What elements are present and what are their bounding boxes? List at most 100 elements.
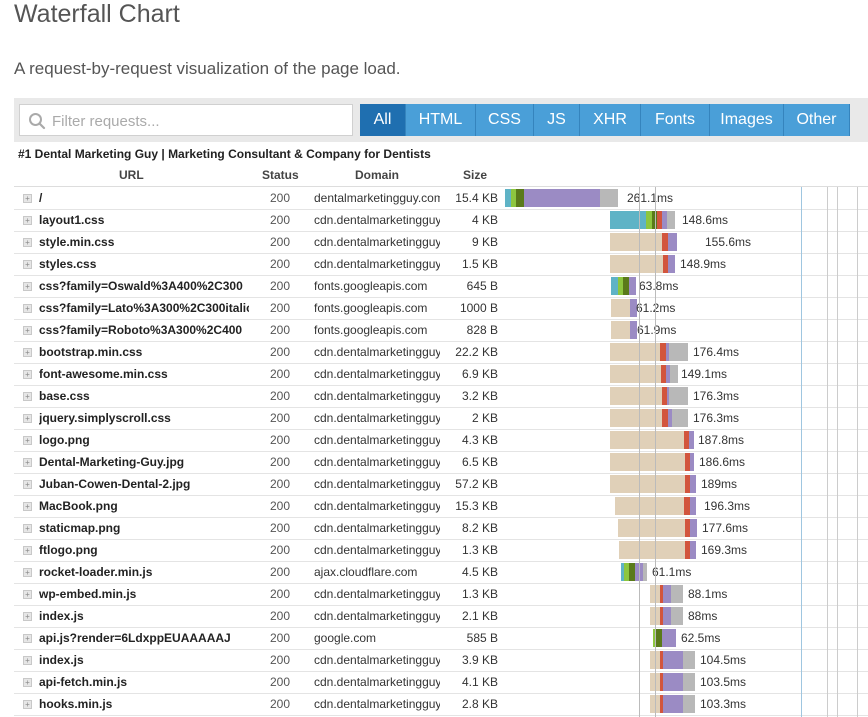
request-row[interactable]: + styles.css 200 cdn.dentalmarketingguy.com… — [14, 253, 868, 276]
request-row[interactable]: + rocket-loader.min.js 200 ajax.cloudflare.… — [14, 561, 868, 584]
tab-css[interactable]: CSS — [476, 104, 534, 136]
request-domain: cdn.dentalmarketingguy.com — [314, 653, 440, 667]
expand-icon[interactable]: + — [23, 458, 32, 467]
request-duration: 187.8ms — [698, 433, 745, 447]
tab-all[interactable]: All — [360, 104, 406, 136]
request-url: index.js — [39, 653, 84, 667]
expand-icon[interactable]: + — [23, 194, 32, 203]
tab-xhr[interactable]: XHR — [580, 104, 641, 136]
tab-js[interactable]: JS — [534, 104, 580, 136]
timing-segment-connect — [618, 277, 623, 295]
timing-segment-ssl — [623, 277, 629, 295]
request-row[interactable]: + hooks.min.js 200 cdn.dentalmarketingguy.c… — [14, 693, 868, 716]
request-row[interactable]: + index.js 200 cdn.dentalmarketingguy.com 3.… — [14, 649, 868, 672]
timing-segment-blocking — [610, 255, 663, 273]
request-row[interactable]: + staticmap.png 200 cdn.dentalmarketingguy.… — [14, 517, 868, 540]
expand-icon[interactable]: + — [23, 678, 32, 687]
timing-segment-blocking — [610, 365, 661, 383]
expand-icon[interactable]: + — [23, 502, 32, 511]
expand-icon[interactable]: + — [23, 348, 32, 357]
column-header-domain[interactable]: Domain — [355, 168, 400, 182]
request-row[interactable]: + / 200 dentalmarketingguy.com 15.4 KB 261.1m… — [14, 187, 868, 210]
timing-segment-ssl — [652, 211, 657, 229]
waterfall-bar: 169.3ms — [505, 539, 868, 561]
timing-segment-send — [660, 585, 663, 603]
expand-icon[interactable]: + — [23, 546, 32, 555]
timing-segment-send — [660, 673, 663, 691]
request-size: 15.4 KB — [455, 191, 498, 205]
expand-icon[interactable]: + — [23, 612, 32, 621]
request-row[interactable]: + style.min.css 200 cdn.dentalmarketingguy.… — [14, 231, 868, 254]
timing-segment-blocking — [611, 299, 630, 317]
expand-icon[interactable]: + — [23, 480, 32, 489]
request-row[interactable]: + MacBook.png 200 cdn.dentalmarketingguy.co… — [14, 495, 868, 518]
request-row[interactable]: + bootstrap.min.css 200 cdn.dentalmarketing… — [14, 341, 868, 364]
timing-segment-receive — [670, 365, 678, 383]
request-row[interactable]: + wp-embed.min.js 200 cdn.dentalmarketinggu… — [14, 583, 868, 606]
request-row[interactable]: + ftlogo.png 200 cdn.dentalmarketingguy.com… — [14, 539, 868, 562]
tab-other[interactable]: Other — [784, 104, 850, 136]
expand-icon[interactable]: + — [23, 700, 32, 709]
tab-fonts[interactable]: Fonts — [641, 104, 710, 136]
request-row[interactable]: + css?family=Roboto%3A300%2C400 200 fonts.g… — [14, 319, 868, 342]
request-size: 4.5 KB — [461, 565, 498, 579]
filter-requests-input[interactable] — [50, 107, 349, 135]
waterfall-bar: 189ms — [505, 473, 868, 495]
timeline-marker-line — [857, 187, 858, 717]
request-url: style.min.css — [39, 235, 115, 249]
column-header-url[interactable]: URL — [119, 168, 144, 182]
expand-icon[interactable]: + — [23, 436, 32, 445]
waterfall-bar: 103.3ms — [505, 693, 868, 715]
expand-icon[interactable]: + — [23, 414, 32, 423]
expand-icon[interactable]: + — [23, 634, 32, 643]
expand-icon[interactable]: + — [23, 568, 32, 577]
expand-icon[interactable]: + — [23, 260, 32, 269]
expand-icon[interactable]: + — [23, 656, 32, 665]
timing-segment-dns — [610, 211, 646, 229]
expand-icon[interactable]: + — [23, 216, 32, 225]
request-status: 200 — [270, 587, 291, 601]
timing-segment-send — [660, 651, 663, 669]
request-size: 9 KB — [471, 235, 498, 249]
request-duration: 177.6ms — [702, 521, 749, 535]
request-row[interactable]: + logo.png 200 cdn.dentalmarketingguy.com 4.… — [14, 429, 868, 452]
waterfall-bar: 63.8ms — [505, 275, 868, 297]
expand-icon[interactable]: + — [23, 524, 32, 533]
request-row[interactable]: + base.css 200 cdn.dentalmarketingguy.com 3.… — [14, 385, 868, 408]
request-row[interactable]: + Dental-Marketing-Guy.jpg 200 cdn.dentalma… — [14, 451, 868, 474]
request-row[interactable]: + font-awesome.min.css 200 cdn.dentalmarket… — [14, 363, 868, 386]
tab-html[interactable]: HTML — [406, 104, 476, 136]
request-domain: fonts.googleapis.com — [314, 279, 428, 293]
request-row[interactable]: + layout1.css 200 cdn.dentalmarketingguy.co… — [14, 209, 868, 232]
request-row[interactable]: + css?family=Oswald%3A400%2C300 200 fonts.g… — [14, 275, 868, 298]
timing-segment-send — [662, 233, 668, 251]
timing-segment-wait — [629, 277, 636, 295]
column-header-status[interactable]: Status — [262, 168, 299, 182]
request-domain: fonts.googleapis.com — [314, 323, 428, 337]
timing-segment-send — [660, 343, 666, 361]
timing-segment-send — [685, 453, 690, 471]
request-row[interactable]: + Juban-Cowen-Dental-2.jpg 200 cdn.dentalma… — [14, 473, 868, 496]
request-row[interactable]: + jquery.simplyscroll.css 200 cdn.dentalmar… — [14, 407, 868, 430]
column-header-size[interactable]: Size — [463, 168, 488, 182]
expand-icon[interactable]: + — [23, 590, 32, 599]
request-url: staticmap.png — [39, 521, 121, 535]
tab-images[interactable]: Images — [710, 104, 784, 136]
timing-segment-receive — [667, 211, 675, 229]
request-status: 200 — [270, 411, 291, 425]
expand-icon[interactable]: + — [23, 392, 32, 401]
request-row[interactable]: + api.js?render=6LdxppEUAAAAAJ 200 google.c… — [14, 627, 868, 650]
expand-icon[interactable]: + — [23, 326, 32, 335]
expand-icon[interactable]: + — [23, 304, 32, 313]
waterfall-bar: 88.1ms — [505, 583, 868, 605]
expand-icon[interactable]: + — [23, 238, 32, 247]
request-row[interactable]: + css?family=Lato%3A300%2C300italic 200 fon… — [14, 297, 868, 320]
request-row[interactable]: + index.js 200 cdn.dentalmarketingguy.com 2.… — [14, 605, 868, 628]
expand-icon[interactable]: + — [23, 370, 32, 379]
expand-icon[interactable]: + — [23, 282, 32, 291]
request-domain: cdn.dentalmarketingguy.com — [314, 433, 440, 447]
timeline-marker-line — [655, 187, 656, 717]
request-row[interactable]: + api-fetch.min.js 200 cdn.dentalmarketingg… — [14, 671, 868, 694]
waterfall-bar: 149.1ms — [505, 363, 868, 385]
